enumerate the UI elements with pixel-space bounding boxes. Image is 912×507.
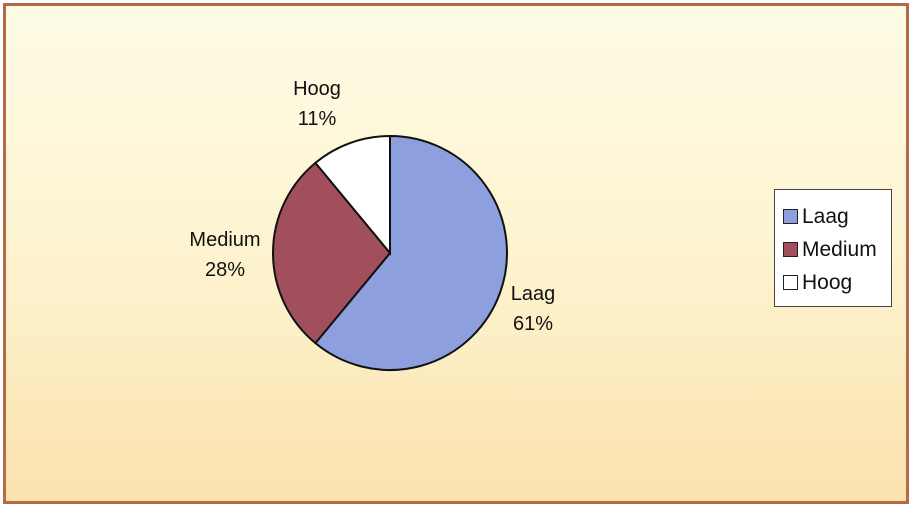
slice-percent-medium: 28% [205,259,245,281]
slice-percent-laag: 61% [513,313,553,335]
slice-percent-hoog: 11% [298,108,337,130]
legend-item-laag: Laag [783,200,891,233]
legend-swatch-medium [783,242,798,257]
slice-label-laag: Laag [511,283,556,305]
pie-slice-laag [314,134,508,371]
slice-label-medium: Medium [189,229,260,251]
legend-label-hoog: Hoog [802,270,853,294]
legend-item-hoog: Hoog [783,266,891,299]
legend-item-medium: Medium [783,233,891,266]
slice-label-hoog: Hoog [293,78,341,100]
legend-swatch-hoog [783,275,798,290]
legend: Laag Medium Hoog [774,189,892,307]
legend-label-laag: Laag [802,204,849,228]
legend-swatch-laag [783,209,798,224]
pie-slice-hoog [314,134,391,256]
legend-label-medium: Medium [802,237,877,261]
pie-slice-medium [272,161,392,345]
